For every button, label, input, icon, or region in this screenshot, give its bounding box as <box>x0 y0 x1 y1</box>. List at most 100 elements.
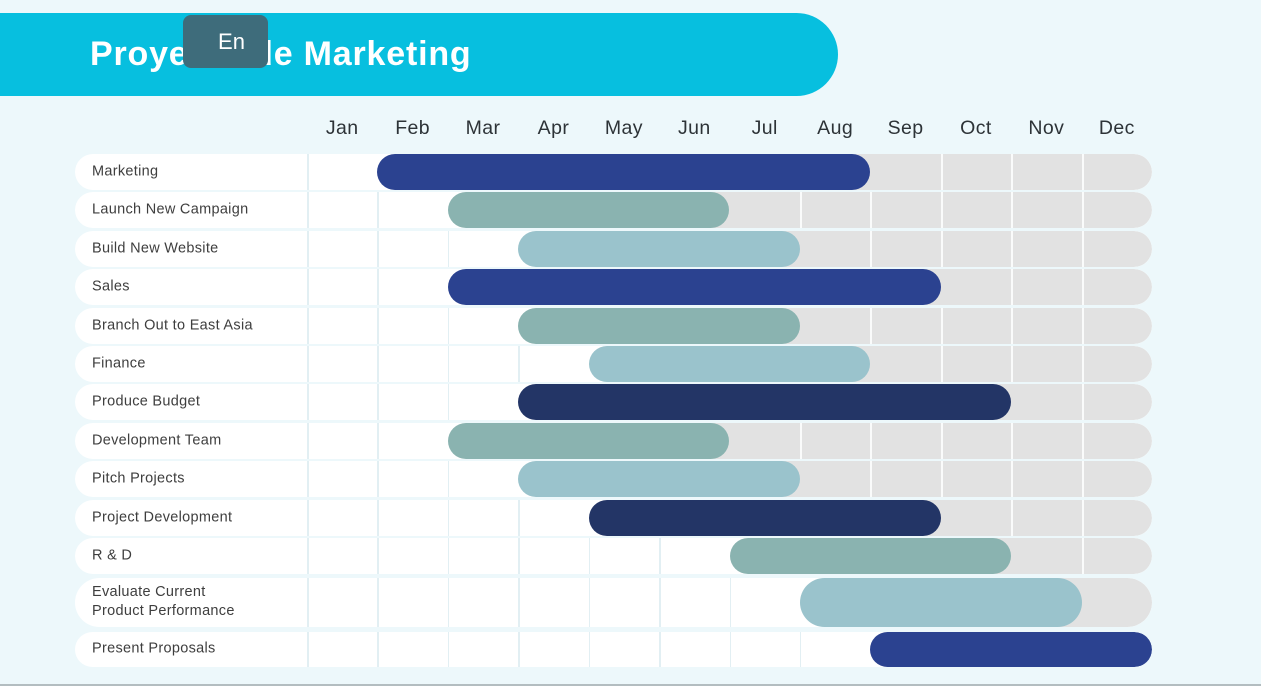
month-gridline <box>447 307 450 344</box>
task-label: Finance <box>92 355 146 372</box>
task-bar <box>729 538 1012 574</box>
month-label: Oct <box>960 117 992 139</box>
task-bar <box>588 346 871 382</box>
month-gridline <box>940 154 943 190</box>
remaining-track <box>993 384 1152 421</box>
task-label: Development Team <box>92 432 222 449</box>
language-toggle-button[interactable]: En <box>183 15 268 68</box>
month-gridline <box>1081 346 1084 382</box>
month-gridline <box>447 631 450 667</box>
task-label: Branch Out to East Asia <box>92 317 253 334</box>
task-bar <box>588 499 941 536</box>
month-gridline <box>659 538 661 574</box>
task-row: Finance <box>75 346 1152 382</box>
remaining-track <box>711 422 1152 459</box>
month-gridline <box>518 538 520 574</box>
month-gridline <box>447 384 450 421</box>
month-label: Dec <box>1098 117 1135 139</box>
task-label: Produce Budget <box>92 393 201 410</box>
month-gridline <box>1011 192 1014 229</box>
month-gridline <box>307 269 309 306</box>
task-label: Launch New Campaign <box>92 201 249 218</box>
month-gridline <box>518 346 520 382</box>
month-gridline <box>307 192 309 229</box>
month-gridline <box>1081 538 1084 574</box>
month-gridline <box>377 307 379 344</box>
remaining-track <box>852 154 1152 190</box>
month-label: Jan <box>325 117 359 139</box>
month-gridline <box>1011 422 1014 459</box>
month-gridline <box>940 192 943 229</box>
task-row: Launch New Campaign <box>75 192 1152 229</box>
month-gridline <box>447 230 450 267</box>
month-gridline <box>307 307 309 344</box>
month-gridline <box>588 538 591 574</box>
month-gridline <box>518 577 520 627</box>
remaining-track <box>781 230 1152 267</box>
remaining-track <box>781 307 1152 344</box>
month-gridline <box>377 577 379 627</box>
month-gridline <box>307 230 309 267</box>
month-gridline <box>447 461 450 498</box>
month-gridline <box>447 577 450 627</box>
month-label: May <box>604 117 643 139</box>
month-gridline <box>1081 384 1084 421</box>
task-bar <box>799 577 1082 627</box>
month-label: Nov <box>1028 117 1065 139</box>
task-label: Build New Website <box>92 240 219 257</box>
month-gridline <box>377 269 379 306</box>
month-gridline <box>588 577 591 627</box>
month-gridline <box>1081 307 1084 344</box>
month-label: Sep <box>887 117 924 139</box>
month-gridline <box>518 631 520 667</box>
month-gridline <box>1011 307 1014 344</box>
task-row: Present Proposals <box>75 631 1152 667</box>
month-gridline <box>447 538 450 574</box>
task-bar <box>518 230 800 267</box>
task-bar <box>518 307 800 344</box>
task-label: Sales <box>92 278 130 295</box>
task-bar <box>518 461 800 498</box>
task-row: Branch Out to East Asia <box>75 307 1152 344</box>
month-gridline <box>1081 461 1084 498</box>
month-gridline <box>729 631 731 667</box>
month-gridline <box>377 384 379 421</box>
remaining-track <box>993 538 1152 574</box>
month-gridline <box>1081 499 1084 536</box>
month-gridline <box>940 346 943 382</box>
month-gridline <box>307 631 309 667</box>
month-gridline <box>307 577 309 627</box>
month-gridline <box>377 192 379 229</box>
month-gridline <box>940 230 943 267</box>
month-gridline <box>1011 499 1014 536</box>
task-bar <box>518 384 1012 421</box>
month-label: Jun <box>677 117 711 139</box>
month-gridline <box>1011 346 1014 382</box>
month-gridline <box>518 499 520 536</box>
month-gridline <box>870 461 873 498</box>
month-gridline <box>307 461 309 498</box>
task-row: Build New Website <box>75 230 1152 267</box>
remaining-track <box>711 192 1152 229</box>
task-row: Sales <box>75 269 1152 306</box>
month-gridline <box>1011 230 1014 267</box>
month-label: Aug <box>817 117 854 139</box>
task-label: R & D <box>92 547 133 564</box>
task-label: Pitch Projects <box>92 470 185 487</box>
month-gridline <box>1011 461 1014 498</box>
month-gridline <box>377 346 379 382</box>
remaining-track <box>922 499 1152 536</box>
remaining-track <box>781 461 1152 498</box>
month-gridline <box>377 230 379 267</box>
title-banner: Proyecto de Marketing <box>0 13 838 96</box>
month-gridline <box>588 631 591 667</box>
month-gridline <box>940 422 943 459</box>
month-gridline <box>1011 154 1014 190</box>
task-bar <box>447 422 730 459</box>
task-bar <box>377 154 871 190</box>
month-header: Jan Feb Mar Apr May Jun Jul Aug Sep Oct Nov Dec <box>0 114 1261 144</box>
month-label: Mar <box>465 117 501 139</box>
month-gridline <box>307 154 309 190</box>
task-row: R & D <box>75 538 1152 574</box>
